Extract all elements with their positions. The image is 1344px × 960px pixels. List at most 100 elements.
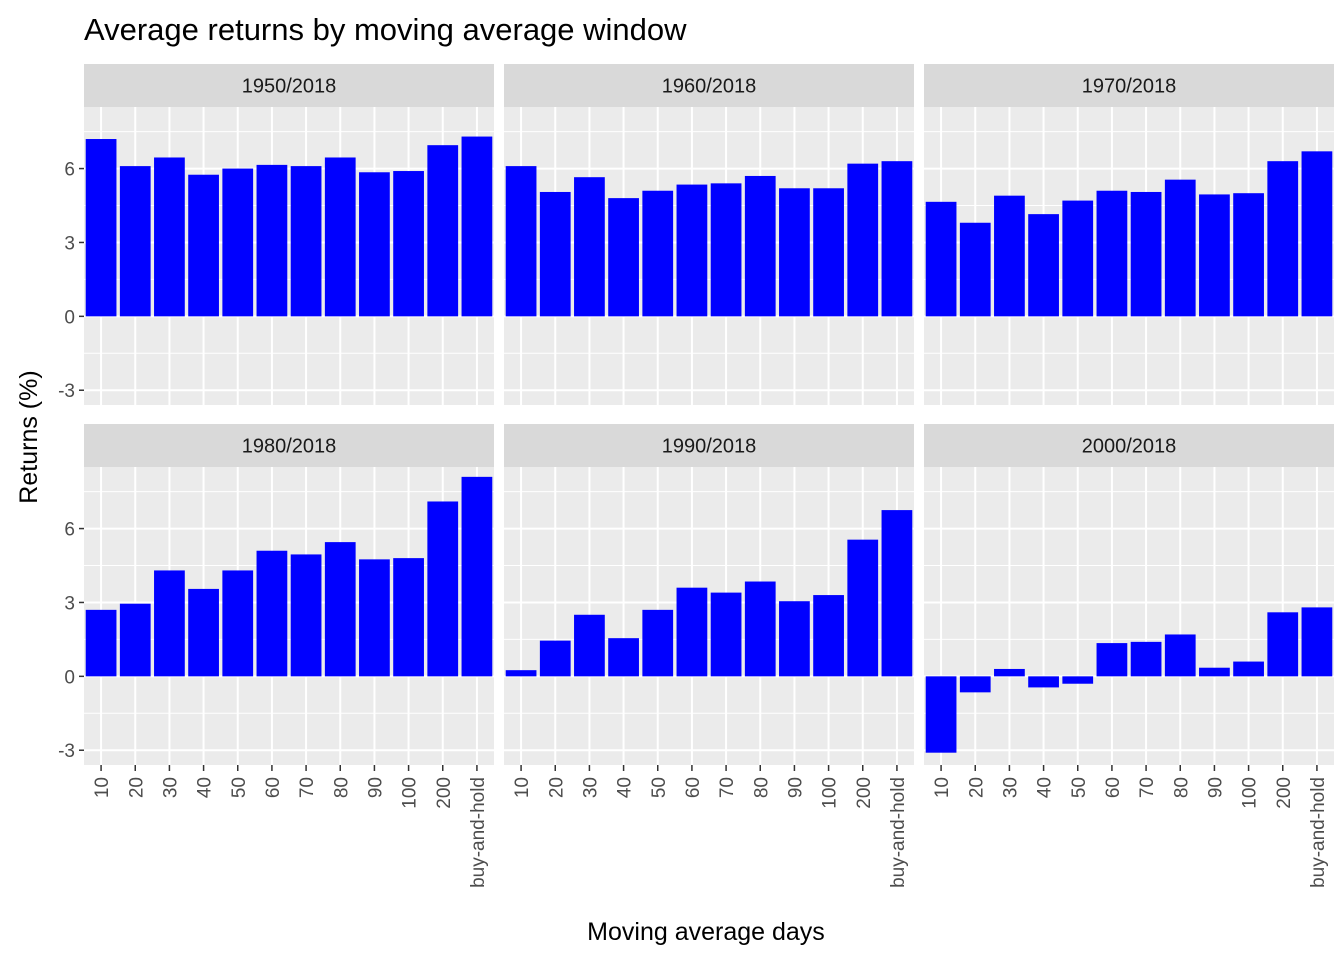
bar-60 <box>676 587 708 677</box>
facet-strip <box>504 424 914 467</box>
y-axis-title: Returns (%) <box>15 370 43 503</box>
bar-30 <box>994 668 1025 677</box>
bar-60 <box>256 164 288 317</box>
bar-buy-and-hold <box>461 476 493 677</box>
x-tick-label: 50 <box>229 777 250 798</box>
x-tick-label: 40 <box>195 777 216 798</box>
bar-30 <box>994 195 1025 317</box>
panel-background <box>504 467 914 765</box>
bar-40 <box>188 174 219 317</box>
bar-20 <box>119 603 151 677</box>
bar-200 <box>847 163 879 317</box>
bar-70 <box>290 166 322 317</box>
x-tick-label: buy-and-hold <box>888 777 909 888</box>
bar-100 <box>813 188 844 317</box>
bar-20 <box>959 222 991 317</box>
bar-30 <box>154 570 185 677</box>
bar-20 <box>539 640 571 677</box>
bar-buy-and-hold <box>881 161 913 317</box>
bar-100 <box>1233 193 1264 317</box>
facet-0: 1950/2018 -3 0 3 6 <box>58 64 494 405</box>
bar-200 <box>1267 612 1299 677</box>
bar-50 <box>1062 676 1094 684</box>
panel-background <box>84 107 494 405</box>
y-tick-label: 0 <box>64 307 75 328</box>
y-tick-label: 3 <box>64 593 75 614</box>
bar-200 <box>1267 161 1299 317</box>
bar-60 <box>1096 190 1128 317</box>
bar-30 <box>154 157 185 317</box>
x-tick-label: 90 <box>365 777 386 798</box>
bar-80 <box>324 157 356 317</box>
bar-200 <box>427 501 459 677</box>
x-tick-label: 30 <box>580 777 601 798</box>
x-tick-label: 20 <box>126 777 147 798</box>
x-tick-label: 10 <box>512 777 533 798</box>
x-tick-label: 200 <box>434 777 455 809</box>
bar-100 <box>813 595 844 677</box>
bar-50 <box>642 609 674 677</box>
facet-2: 1970/2018 <box>924 64 1334 405</box>
facet-strip <box>84 424 494 467</box>
facet-strip-label: 1990/2018 <box>662 436 757 458</box>
x-tick-label: 10 <box>932 777 953 798</box>
bar-90 <box>779 188 810 317</box>
bar-90 <box>359 172 390 317</box>
facet-panels: 1950/2018 -3 0 3 6 1960/2018 1970/2018 1980/201… <box>58 64 1334 888</box>
x-tick-label: 50 <box>649 777 670 798</box>
x-tick-label: 30 <box>1000 777 1021 798</box>
x-tick-label: 50 <box>1069 777 1090 798</box>
bar-40 <box>1028 676 1059 688</box>
bar-100 <box>393 171 424 317</box>
bar-30 <box>574 177 605 317</box>
x-tick-label: 70 <box>717 777 738 798</box>
y-tick-label: -3 <box>58 741 75 762</box>
x-tick-label: 200 <box>1274 777 1295 809</box>
facet-strip-label: 2000/2018 <box>1082 436 1177 458</box>
x-axis-title: Moving average days <box>587 918 825 946</box>
y-tick-label: 6 <box>64 520 75 541</box>
bar-10 <box>85 139 117 317</box>
bar-10 <box>925 201 957 317</box>
bar-60 <box>256 550 288 677</box>
bar-40 <box>1028 214 1059 317</box>
facet-strip <box>924 424 1334 467</box>
x-tick-label: 80 <box>331 777 352 798</box>
bar-20 <box>959 676 991 693</box>
x-tick-label: 80 <box>1171 777 1192 798</box>
x-tick-label: buy-and-hold <box>468 777 489 888</box>
x-tick-label: 70 <box>1137 777 1158 798</box>
bar-90 <box>359 559 390 677</box>
facet-strip <box>924 64 1334 107</box>
bar-200 <box>427 145 459 317</box>
bar-10 <box>925 676 957 753</box>
x-tick-label: 100 <box>400 777 421 809</box>
x-tick-label: 60 <box>683 777 704 798</box>
bar-90 <box>779 601 810 677</box>
bar-50 <box>222 570 254 677</box>
bar-90 <box>1199 194 1230 317</box>
bar-20 <box>119 166 151 317</box>
bar-buy-and-hold <box>1301 607 1333 677</box>
y-tick-label: -3 <box>58 381 75 402</box>
x-tick-label: 20 <box>546 777 567 798</box>
bar-50 <box>642 190 674 317</box>
bar-50 <box>1062 200 1094 317</box>
facet-strip-label: 1970/2018 <box>1082 76 1177 98</box>
bar-70 <box>290 554 322 677</box>
x-tick-label: 40 <box>1035 777 1056 798</box>
x-tick-label: 70 <box>297 777 318 798</box>
x-tick-label: buy-and-hold <box>1308 777 1329 888</box>
bar-20 <box>539 191 571 317</box>
facet-1: 1960/2018 <box>504 64 914 405</box>
facet-strip-label: 1950/2018 <box>242 76 337 98</box>
bar-100 <box>393 558 424 677</box>
bar-70 <box>710 592 742 677</box>
panel-background <box>924 107 1334 405</box>
x-tick-label: 100 <box>820 777 841 809</box>
panel-background <box>84 467 494 765</box>
bar-buy-and-hold <box>881 510 913 677</box>
bar-10 <box>85 609 117 677</box>
bar-60 <box>1096 643 1128 677</box>
bar-80 <box>744 581 776 677</box>
